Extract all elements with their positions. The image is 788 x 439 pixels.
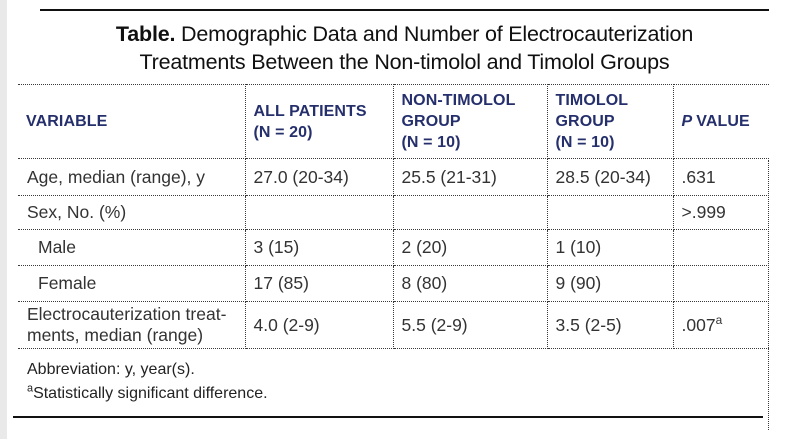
demographics-table: VARIABLE ALL PATIENTS (N = 20) NON-TIMOL… bbox=[18, 84, 769, 349]
cell-variable: Sex, No. (%) bbox=[18, 195, 246, 230]
top-rule bbox=[40, 9, 769, 11]
cell-value-all-patients: 27.0 (20-34) bbox=[244, 158, 394, 196]
significance-note-text: Statistically significant difference. bbox=[33, 385, 268, 402]
cell-value-timolol: 3.5 (2-5) bbox=[546, 301, 674, 349]
cell-p-value: >.999 bbox=[672, 195, 769, 230]
cell-p-value bbox=[672, 265, 769, 302]
significance-note: aStatistically significant difference. bbox=[27, 382, 747, 406]
table-title-line2: Treatments Between the Non-timolol and T… bbox=[139, 50, 670, 74]
table-title: Table. Demographic Data and Number of El… bbox=[40, 20, 769, 76]
cell-value-all-patients: 17 (85) bbox=[244, 265, 394, 302]
cell-value-non-timolol bbox=[392, 195, 548, 230]
page-edge-artifact bbox=[0, 0, 7, 439]
table-row: Sex, No. (%) >.999 bbox=[18, 195, 769, 230]
cell-value-all-patients bbox=[244, 195, 394, 230]
cell-value-timolol: 9 (90) bbox=[546, 265, 674, 302]
cell-value-timolol: 1 (10) bbox=[546, 229, 674, 266]
table-right-border bbox=[768, 160, 769, 430]
cell-value-all-patients: 3 (15) bbox=[244, 229, 394, 266]
abbreviation-note: Abbreviation: y, year(s). bbox=[27, 361, 195, 378]
cell-value-all-patients: 4.0 (2-9) bbox=[244, 301, 394, 349]
table-row: Age, median (range), y 27.0 (20-34) 25.5 (… bbox=[18, 158, 769, 196]
footnote-marker: a bbox=[27, 382, 34, 395]
table-title-line1: Table. Demographic Data and Number of El… bbox=[40, 20, 769, 48]
cell-value-timolol bbox=[546, 195, 674, 230]
cell-value-timolol: 28.5 (20-34) bbox=[546, 158, 674, 196]
cell-value-non-timolol: 8 (80) bbox=[392, 265, 548, 302]
col-header-timolol-group: TIMOLOL GROUP (N = 10) bbox=[546, 84, 674, 159]
p-value-label: VALUE bbox=[696, 113, 750, 130]
cell-p-value bbox=[672, 229, 769, 266]
col-header-all-patients: ALL PATIENTS (N = 20) bbox=[244, 84, 394, 159]
cell-variable: Male bbox=[18, 229, 246, 266]
p-value-superscript: a bbox=[715, 312, 723, 327]
footnotes: Abbreviation: y, year(s). aStatistically… bbox=[27, 358, 747, 406]
table-row: Male 3 (15) 2 (20) 1 (10) bbox=[18, 229, 769, 266]
table-title-text: Demographic Data and Number of Electroca… bbox=[175, 22, 694, 46]
table-header: VARIABLE ALL PATIENTS (N = 20) NON-TIMOL… bbox=[18, 84, 769, 159]
table-body: Age, median (range), y 27.0 (20-34) 25.5 (… bbox=[18, 158, 769, 349]
cell-variable: Female bbox=[18, 265, 246, 302]
cell-variable: Electrocauterization treat- ments, media… bbox=[18, 301, 246, 349]
cell-p-value: .631 bbox=[672, 158, 769, 196]
table-row: Electrocauterization treat- ments, media… bbox=[18, 301, 769, 349]
header-row: VARIABLE ALL PATIENTS (N = 20) NON-TIMOL… bbox=[18, 84, 769, 159]
table-row: Female 17 (85) 8 (80) 9 (90) bbox=[18, 265, 769, 302]
cell-p-value: .007a bbox=[672, 301, 769, 349]
table-title-prefix: Table. bbox=[115, 22, 176, 46]
col-header-p-value: P VALUE bbox=[672, 84, 769, 159]
bottom-rule bbox=[13, 416, 763, 418]
p-italic: P bbox=[681, 113, 697, 130]
cell-value-non-timolol: 5.5 (2-9) bbox=[392, 301, 548, 349]
cell-variable: Age, median (range), y bbox=[18, 158, 246, 196]
cell-value-non-timolol: 2 (20) bbox=[392, 229, 548, 266]
col-header-non-timolol-group: NON-TIMOLOL GROUP (N = 10) bbox=[392, 84, 548, 159]
col-header-variable: VARIABLE bbox=[18, 84, 246, 159]
cell-value-non-timolol: 25.5 (21-31) bbox=[392, 158, 548, 196]
